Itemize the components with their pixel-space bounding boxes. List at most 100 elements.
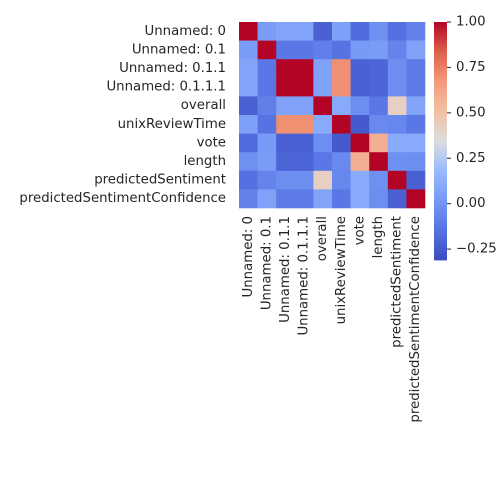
- heatmap-cell: [239, 22, 258, 41]
- column-label: Unnamed: 0: [241, 216, 256, 297]
- column-label: overall: [315, 216, 330, 261]
- colorbar-gradient-step: [434, 45, 447, 49]
- heatmap-cell: [332, 77, 351, 97]
- colorbar-gradient-step: [434, 180, 447, 184]
- colorbar-gradient-step: [434, 83, 447, 86]
- heatmap-cell: [294, 96, 314, 116]
- colorbar-gradient-step: [434, 170, 447, 174]
- colorbar-gradient-step: [434, 182, 447, 186]
- colorbar-gradient-step: [434, 206, 447, 209]
- heatmap-cell: [369, 152, 389, 172]
- colorbar-gradient-step: [434, 53, 447, 57]
- column-label: predictedSentiment: [390, 216, 405, 348]
- heatmap-cell: [294, 170, 314, 190]
- row-label: vote: [197, 135, 226, 150]
- heatmap-cell: [332, 152, 351, 172]
- colorbar-gradient-step: [434, 109, 447, 112]
- colorbar-gradient-step: [434, 77, 447, 80]
- heatmap-cell: [257, 133, 277, 153]
- colorbar-gradient-step: [434, 117, 447, 120]
- heatmap-cell: [369, 189, 389, 209]
- heatmap-cell: [313, 152, 333, 172]
- colorbar-gradient-step: [434, 212, 447, 215]
- colorbar-gradient-step: [434, 43, 447, 47]
- row-label: overall: [181, 98, 226, 113]
- colorbar-gradient-step: [434, 97, 447, 100]
- heatmap-cell: [350, 22, 370, 41]
- heatmap-cell: [313, 77, 333, 97]
- colorbar-gradient-step: [434, 208, 447, 211]
- colorbar-gradient-step: [434, 194, 447, 197]
- colorbar-gradient-step: [434, 160, 447, 164]
- heatmap-cells: [239, 22, 426, 209]
- colorbar-gradient-step: [434, 27, 447, 31]
- heatmap-cell: [369, 77, 389, 97]
- colorbar-gradient-step: [434, 198, 447, 201]
- colorbar-gradient-step: [434, 37, 447, 41]
- colorbar-gradient-step: [434, 51, 447, 55]
- heatmap-cell: [313, 115, 333, 134]
- row-label: predictedSentiment: [94, 173, 226, 188]
- heatmap-cell: [369, 59, 389, 79]
- row-label: predictedSentimentConfidence: [19, 191, 226, 206]
- colorbar-gradient-step: [434, 248, 447, 251]
- heatmap-cell: [387, 96, 407, 116]
- row-label: length: [184, 154, 226, 169]
- heatmap-cell: [294, 40, 314, 60]
- colorbar-gradient-step: [434, 202, 447, 205]
- colorbar-gradient-step: [434, 156, 447, 160]
- heatmap-cell: [332, 22, 351, 41]
- colorbar-gradient-step: [434, 232, 447, 235]
- heatmap-cell: [257, 96, 277, 116]
- colorbar-gradient-step: [434, 178, 447, 182]
- colorbar-gradient-step: [434, 47, 447, 51]
- heatmap-cell: [332, 96, 351, 116]
- colorbar-gradient-step: [434, 240, 447, 243]
- colorbar-gradient-step: [434, 111, 447, 114]
- colorbar-gradient-step: [434, 218, 447, 221]
- heatmap-cell: [332, 170, 351, 190]
- colorbar-gradient-step: [434, 123, 447, 126]
- heatmap-cell: [406, 152, 426, 172]
- colorbar-gradient-step: [434, 168, 447, 172]
- colorbar-gradient-step: [434, 222, 447, 225]
- heatmap-cell: [387, 170, 407, 190]
- colorbar-gradient-step: [434, 162, 447, 166]
- heatmap-cell: [350, 40, 370, 60]
- heatmap-cell: [239, 59, 258, 79]
- heatmap-cell: [313, 170, 333, 190]
- column-label: Unnamed: 0.1.1: [278, 216, 293, 323]
- colorbar-gradient-step: [434, 139, 447, 142]
- heatmap-cell: [257, 189, 277, 209]
- colorbar-gradient-step: [434, 85, 447, 88]
- heatmap-cell: [350, 59, 370, 79]
- colorbar-gradient-step: [434, 242, 447, 245]
- colorbar-gradient-step: [434, 39, 447, 43]
- heatmap-cell: [276, 115, 296, 134]
- colorbar-gradient-step: [434, 41, 447, 45]
- colorbar-gradient-step: [434, 133, 447, 136]
- colorbar-gradient-step: [434, 220, 447, 223]
- colorbar-gradient-step: [434, 23, 447, 27]
- colorbar-gradient-step: [434, 61, 447, 65]
- heatmap-cell: [313, 59, 333, 79]
- heatmap-cell: [387, 77, 407, 97]
- colorbar-gradient-step: [434, 73, 447, 76]
- heatmap-cell: [406, 96, 426, 116]
- heatmap-cell: [406, 59, 426, 79]
- colorbar-gradient-step: [434, 258, 447, 261]
- colorbar-gradient-step: [434, 95, 447, 98]
- colorbar-gradient-step: [434, 59, 447, 63]
- column-label: predictedSentimentConfidence: [408, 216, 423, 423]
- column-label: vote: [352, 216, 367, 245]
- heatmap-cell: [257, 22, 277, 41]
- colorbar-gradient-step: [434, 25, 447, 29]
- heatmap-cell: [294, 59, 314, 79]
- heatmap-cell: [257, 59, 277, 79]
- heatmap-cell: [313, 22, 333, 41]
- heatmap-cell: [276, 170, 296, 190]
- heatmap-cell: [313, 40, 333, 60]
- heatmap-cell: [369, 170, 389, 190]
- heatmap-cell: [332, 59, 351, 79]
- colorbar-gradient-step: [434, 250, 447, 253]
